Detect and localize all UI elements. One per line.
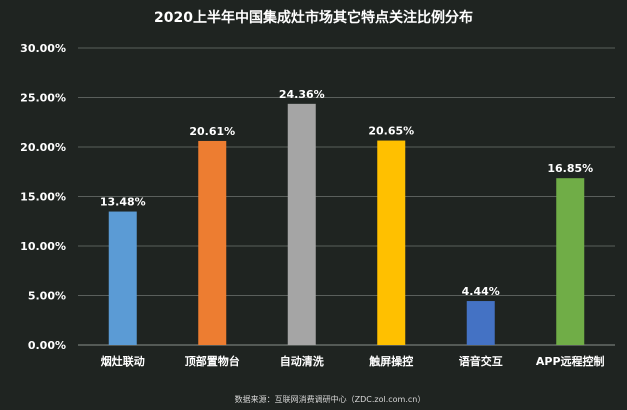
bar-value-label: 16.85% <box>547 162 593 175</box>
bar-value-label: 20.61% <box>189 125 235 138</box>
y-tick-label: 25.00% <box>20 92 66 105</box>
bar <box>556 178 585 345</box>
bars <box>108 103 585 345</box>
source-note: 数据来源：互联网消费调研中心（ZDC.zol.com.cn） <box>235 394 426 404</box>
y-tick-label: 0.00% <box>28 339 66 352</box>
data-labels: 13.48% 20.61% 24.36% 20.65% 4.44% 16.85% <box>100 88 593 298</box>
y-tick-label: 30.00% <box>20 42 66 55</box>
category-label: 语音交互 <box>459 354 503 368</box>
y-tick-label: 10.00% <box>20 240 66 253</box>
bar <box>198 140 227 345</box>
category-label: 自动清洗 <box>280 354 324 368</box>
bar-value-label: 4.44% <box>462 285 500 298</box>
bar-value-label: 20.65% <box>368 125 414 138</box>
chart-title: 2020上半年中国集成灶市场其它特点关注比例分布 <box>154 9 473 26</box>
bar <box>287 103 316 345</box>
category-label: APP远程控制 <box>536 354 605 368</box>
category-label: 烟灶联动 <box>101 354 145 368</box>
y-tick-label: 20.00% <box>20 141 66 154</box>
bar <box>108 211 137 345</box>
bar-value-label: 24.36% <box>279 88 325 101</box>
y-tick-label: 15.00% <box>20 191 66 204</box>
gridlines <box>78 47 615 296</box>
bar <box>466 301 495 345</box>
bar-value-label: 13.48% <box>100 196 146 209</box>
y-tick-label: 5.00% <box>28 290 66 303</box>
y-axis-ticks: 0.00% 5.00% 10.00% 15.00% 20.00% 25.00% 30.00% <box>20 42 66 352</box>
bar <box>377 140 406 345</box>
category-label: 顶部置物台 <box>185 354 240 368</box>
category-label: 触屏操控 <box>368 354 413 368</box>
x-axis-categories: 烟灶联动 顶部置物台 自动清洗 触屏操控 语音交互 APP远程控制 <box>101 354 605 368</box>
